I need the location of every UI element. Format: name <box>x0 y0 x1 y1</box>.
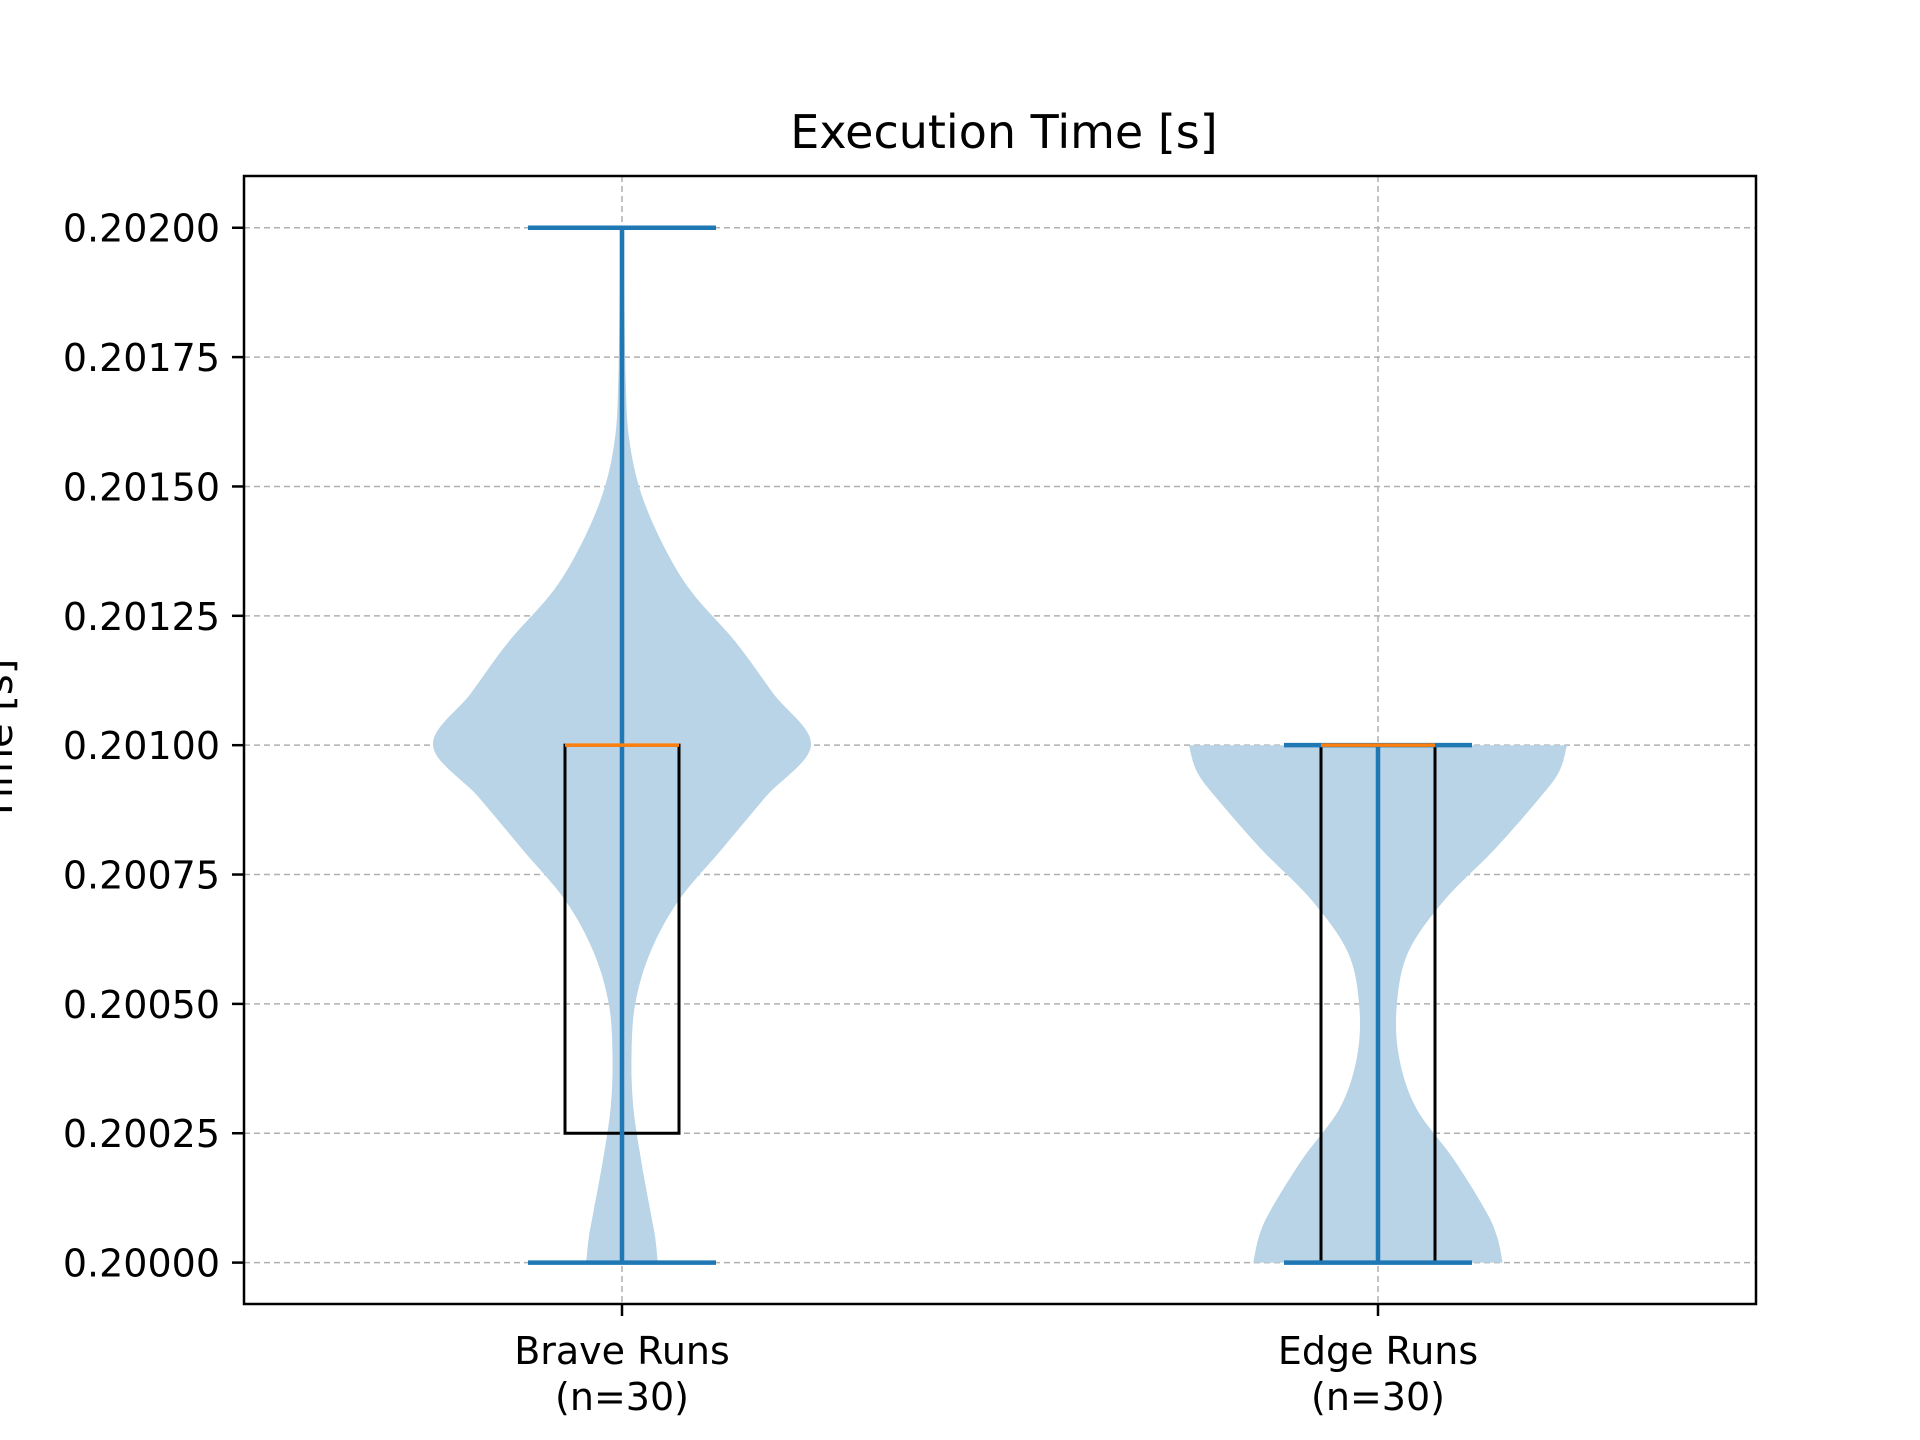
y-tick-label: 0.20125 <box>63 595 220 639</box>
y-tick-label: 0.20200 <box>63 207 220 251</box>
plot-area-frame <box>242 174 1758 1306</box>
y-axis-ticks: 0.20000 0.20025 0.20050 0.20075 0.20100 0.201… <box>63 207 244 1286</box>
x-axis-ticks: Brave Runs(n=30)Edge Runs(n=30) <box>514 1304 1478 1419</box>
x-tick-label: Brave Runs <box>514 1329 730 1373</box>
y-tick-label: 0.20150 <box>63 465 220 509</box>
x-tick-sublabel: (n=30) <box>555 1375 689 1419</box>
y-tick-label: 0.20025 <box>63 1112 220 1156</box>
y-tick-label: 0.20000 <box>63 1242 220 1286</box>
x-tick-sublabel: (n=30) <box>1311 1375 1445 1419</box>
y-tick-label: 0.20075 <box>63 854 220 898</box>
y-axis-label: Time [s] <box>0 659 22 823</box>
x-tick-label: Edge Runs <box>1278 1329 1478 1373</box>
y-tick-label: 0.20100 <box>63 724 220 768</box>
y-tick-label: 0.20175 <box>63 336 220 380</box>
y-tick-label: 0.20050 <box>63 983 220 1027</box>
violin-lines <box>528 225 1472 1265</box>
chart-title: Execution Time [s] <box>790 105 1217 159</box>
